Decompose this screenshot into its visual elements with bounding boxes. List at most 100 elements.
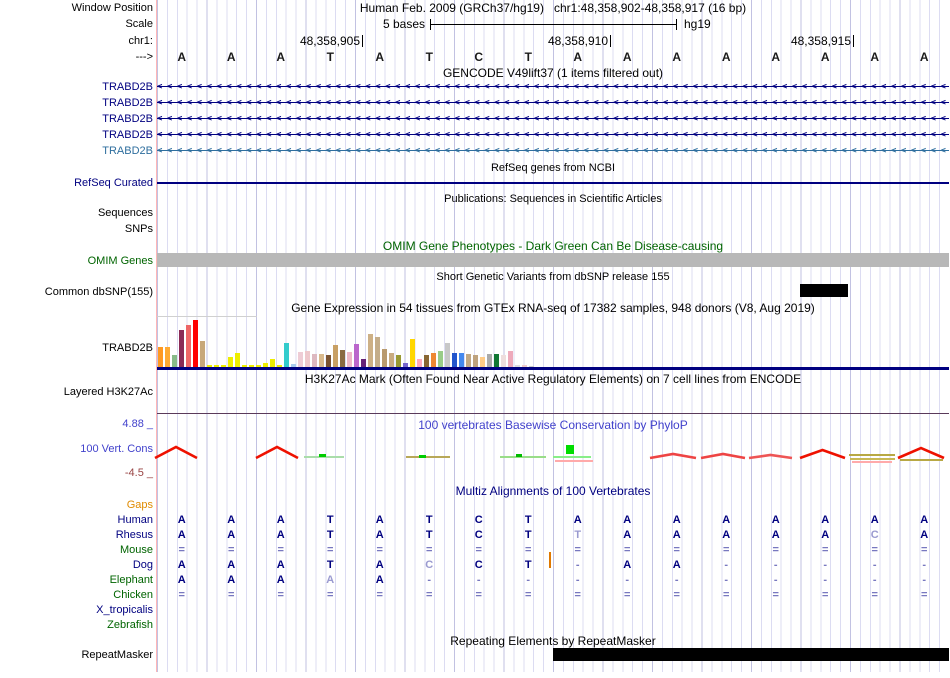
- gtex-tissue-bar[interactable]: [389, 353, 394, 367]
- gtex-tissue-bar[interactable]: [375, 337, 380, 367]
- label-gene-trabd2b-3[interactable]: TRABD2B: [102, 113, 153, 125]
- gtex-tissue-bar[interactable]: [333, 345, 338, 367]
- gtex-tissue-bar[interactable]: [410, 339, 415, 367]
- gtex-tissue-bar[interactable]: [480, 357, 485, 367]
- gtex-tissue-bar[interactable]: [319, 354, 324, 367]
- gtex-tissue-bar[interactable]: [515, 365, 520, 367]
- label-human[interactable]: Human: [117, 514, 153, 526]
- label-zebrafish[interactable]: Zebrafish: [107, 619, 153, 631]
- label-direction-arrow[interactable]: --->: [135, 51, 153, 63]
- gtex-tissue-bar[interactable]: [473, 355, 478, 367]
- gtex-tissue-bar[interactable]: [193, 320, 198, 367]
- gene-row-trabd2b-5[interactable]: <<<<<<<<<<<<<<<<<<<<<<<<<<<<<<<<<<<<<<<<…: [157, 145, 949, 157]
- label-phylop-min[interactable]: -4.5 _: [124, 467, 153, 479]
- label-rhesus[interactable]: Rhesus: [115, 529, 153, 541]
- gtex-frame-line[interactable]: [157, 316, 257, 317]
- gtex-tissue-bar[interactable]: [284, 343, 289, 367]
- label-refseq-curated[interactable]: RefSeq Curated: [74, 177, 153, 189]
- gtex-tissue-bar[interactable]: [494, 354, 499, 367]
- label-chrom[interactable]: chr1:: [128, 35, 153, 47]
- gtex-tissue-bar[interactable]: [277, 365, 282, 367]
- gtex-tissue-bar[interactable]: [382, 349, 387, 367]
- gtex-tissue-bar[interactable]: [256, 365, 261, 367]
- gtex-tissue-bar[interactable]: [312, 354, 317, 367]
- gtex-tissue-bar[interactable]: [200, 341, 205, 367]
- label-sequences[interactable]: Sequences: [97, 207, 153, 219]
- gtex-tissue-bar[interactable]: [368, 334, 373, 367]
- scale-bar-line[interactable]: [430, 24, 677, 25]
- scale-bar-tick-right[interactable]: [676, 19, 677, 30]
- gtex-tissue-bar[interactable]: [529, 366, 534, 367]
- repeatmasker-bar[interactable]: [553, 648, 949, 661]
- gtex-tissue-bar[interactable]: [354, 344, 359, 367]
- scale-bar-tick-left[interactable]: [430, 19, 431, 30]
- label-gene-trabd2b-5[interactable]: TRABD2B: [102, 145, 153, 157]
- gtex-tissue-bar[interactable]: [459, 353, 464, 367]
- gtex-tissue-bar[interactable]: [214, 365, 219, 367]
- gtex-tissue-bar[interactable]: [522, 365, 527, 367]
- gtex-tissue-bar[interactable]: [508, 351, 513, 367]
- label-gene-trabd2b-1[interactable]: TRABD2B: [102, 81, 153, 93]
- gtex-tissue-bar[interactable]: [165, 347, 170, 367]
- gene-row-trabd2b-1[interactable]: <<<<<<<<<<<<<<<<<<<<<<<<<<<<<<<<<<<<<<<<…: [157, 81, 949, 93]
- label-window-position[interactable]: Window Position: [71, 2, 153, 14]
- label-mouse[interactable]: Mouse: [119, 544, 153, 556]
- gtex-tissue-bar[interactable]: [235, 353, 240, 367]
- label-x-tropicalis[interactable]: X_tropicalis: [96, 604, 153, 616]
- gene-row-trabd2b-4[interactable]: <<<<<<<<<<<<<<<<<<<<<<<<<<<<<<<<<<<<<<<<…: [157, 129, 949, 141]
- gtex-tissue-bar[interactable]: [431, 353, 436, 367]
- label-omim-genes[interactable]: OMIM Genes: [87, 255, 153, 267]
- refseq-curated-line[interactable]: [157, 182, 949, 184]
- gtex-tissue-bar[interactable]: [228, 357, 233, 367]
- gtex-tissue-bar[interactable]: [291, 364, 296, 367]
- gtex-tissue-bar[interactable]: [326, 355, 331, 367]
- gtex-tissue-bar[interactable]: [186, 325, 191, 367]
- label-gtex-gene[interactable]: TRABD2B: [102, 342, 153, 354]
- gtex-tissue-bar[interactable]: [340, 350, 345, 367]
- gtex-tissue-bar[interactable]: [403, 363, 408, 367]
- gtex-tissue-bar[interactable]: [179, 330, 184, 367]
- dbsnp-variant-bar[interactable]: [800, 284, 848, 297]
- gtex-tissue-bar[interactable]: [221, 365, 226, 367]
- label-repeatmasker[interactable]: RepeatMasker: [81, 649, 153, 661]
- gtex-tissue-bar[interactable]: [305, 351, 310, 367]
- label-scale[interactable]: Scale: [125, 18, 153, 30]
- gtex-tissue-bar[interactable]: [396, 355, 401, 367]
- label-phylop-max[interactable]: 4.88 _: [122, 418, 153, 430]
- gene-row-trabd2b-3[interactable]: <<<<<<<<<<<<<<<<<<<<<<<<<<<<<<<<<<<<<<<<…: [157, 113, 949, 125]
- label-chicken[interactable]: Chicken: [113, 589, 153, 601]
- omim-genes-bar[interactable]: [157, 253, 949, 267]
- gtex-tissue-bar[interactable]: [158, 347, 163, 367]
- gtex-tissue-bar[interactable]: [347, 352, 352, 367]
- label-gene-trabd2b-4[interactable]: TRABD2B: [102, 129, 153, 141]
- gtex-tissue-bar[interactable]: [249, 365, 254, 367]
- label-dog[interactable]: Dog: [132, 559, 153, 571]
- gtex-tissue-bar[interactable]: [242, 365, 247, 367]
- gtex-tissue-bar[interactable]: [487, 354, 492, 367]
- gtex-tissue-bar[interactable]: [452, 353, 457, 367]
- gtex-baseline[interactable]: [157, 367, 949, 370]
- label-snps[interactable]: SNPs: [124, 223, 153, 235]
- label-common-dbsnp[interactable]: Common dbSNP(155): [44, 286, 153, 298]
- gtex-tissue-bar[interactable]: [361, 359, 366, 367]
- gtex-tissue-bar[interactable]: [263, 363, 268, 367]
- label-gaps[interactable]: Gaps: [126, 499, 153, 511]
- gtex-tissue-bar[interactable]: [501, 355, 506, 367]
- gtex-tissue-bar[interactable]: [172, 355, 177, 367]
- label-100-vert-cons[interactable]: 100 Vert. Cons: [80, 443, 153, 455]
- label-gene-trabd2b-2[interactable]: TRABD2B: [102, 97, 153, 109]
- gtex-tissue-bar[interactable]: [424, 355, 429, 367]
- h3k27ac-baseline[interactable]: [157, 413, 949, 414]
- gtex-tissue-bar[interactable]: [466, 354, 471, 367]
- label-layered-h3k27ac[interactable]: Layered H3K27Ac: [63, 386, 153, 398]
- gtex-tissue-bar[interactable]: [445, 343, 450, 367]
- gtex-tissue-bar[interactable]: [438, 351, 443, 367]
- label-elephant[interactable]: Elephant: [109, 574, 153, 586]
- gtex-tissue-bar[interactable]: [207, 365, 212, 367]
- gtex-tissue-bar[interactable]: [270, 359, 275, 367]
- gtex-tissue-bar[interactable]: [417, 359, 422, 367]
- dog-insert-tick[interactable]: [549, 552, 551, 568]
- gtex-tissue-bar[interactable]: [298, 352, 303, 367]
- gene-row-trabd2b-2[interactable]: <<<<<<<<<<<<<<<<<<<<<<<<<<<<<<<<<<<<<<<<…: [157, 97, 949, 109]
